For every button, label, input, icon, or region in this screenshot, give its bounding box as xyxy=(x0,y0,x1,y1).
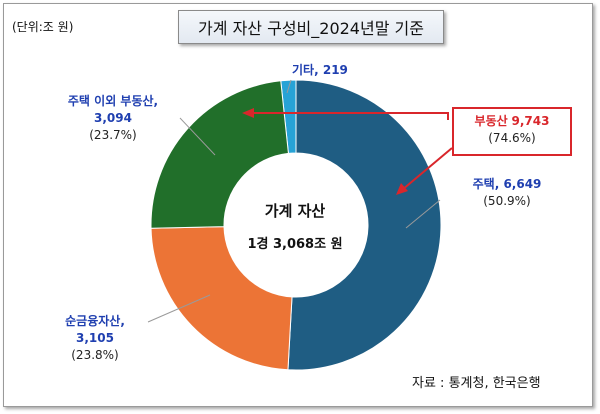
slice-label-financial: 순금융자산, 3,105 (23.8%) xyxy=(40,313,150,364)
slice-percent: (50.9%) xyxy=(483,194,531,208)
source-note: 자료 : 통계청, 한국은행 xyxy=(412,376,541,391)
donut-slice-financial xyxy=(150,226,293,371)
highlight-name: 부동산 xyxy=(474,114,508,128)
highlight-value: 9,743 xyxy=(511,114,550,128)
slice-name: 기타 xyxy=(292,63,315,77)
donut-slice-non-housing xyxy=(150,80,289,229)
leader-line-financial xyxy=(147,294,211,323)
slice-name: 주택 xyxy=(472,177,495,191)
donut-slice-housing xyxy=(287,79,442,371)
slice-value: 6,649 xyxy=(503,177,542,191)
real-estate-bracket-line xyxy=(247,112,449,120)
unit-label: (단위:조 원) xyxy=(12,20,74,34)
slice-value: 3,105 xyxy=(76,331,114,345)
real-estate-arrow-line xyxy=(401,147,453,191)
slice-label-non-housing: 주택 이외 부동산, 3,094 (23.7%) xyxy=(38,93,188,144)
leader-line-non-housing xyxy=(179,117,216,156)
slice-percent: (23.7%) xyxy=(89,128,137,142)
center-total: 1경 3,068조 원 xyxy=(247,237,343,252)
real-estate-bracket-arrowhead xyxy=(242,108,254,118)
slice-label-housing: 주택, 6,649 (50.9%) xyxy=(452,176,562,210)
slice-value: 3,094 xyxy=(94,111,132,125)
real-estate-highlight-box xyxy=(452,107,572,156)
leader-line-etc xyxy=(286,79,292,94)
donut-center-label: 가계 자산 1경 3,068조 원 xyxy=(228,200,362,252)
slice-name: 주택 이외 부동산 xyxy=(67,94,154,108)
real-estate-arrowhead xyxy=(396,183,408,195)
slice-percent: (23.8%) xyxy=(71,348,119,362)
leader-line-housing xyxy=(405,199,441,229)
slice-label-etc: 기타, 219 xyxy=(292,63,348,77)
center-title: 가계 자산 xyxy=(264,202,326,220)
slice-label-real-estate: 부동산 9,743 (74.6%) xyxy=(452,113,572,147)
chart-title: 가계 자산 구성비_2024년말 기준 xyxy=(178,10,444,44)
slice-name: 순금융자산 xyxy=(65,314,121,328)
slice-value: 219 xyxy=(322,63,348,77)
highlight-percent: (74.6%) xyxy=(488,131,536,145)
